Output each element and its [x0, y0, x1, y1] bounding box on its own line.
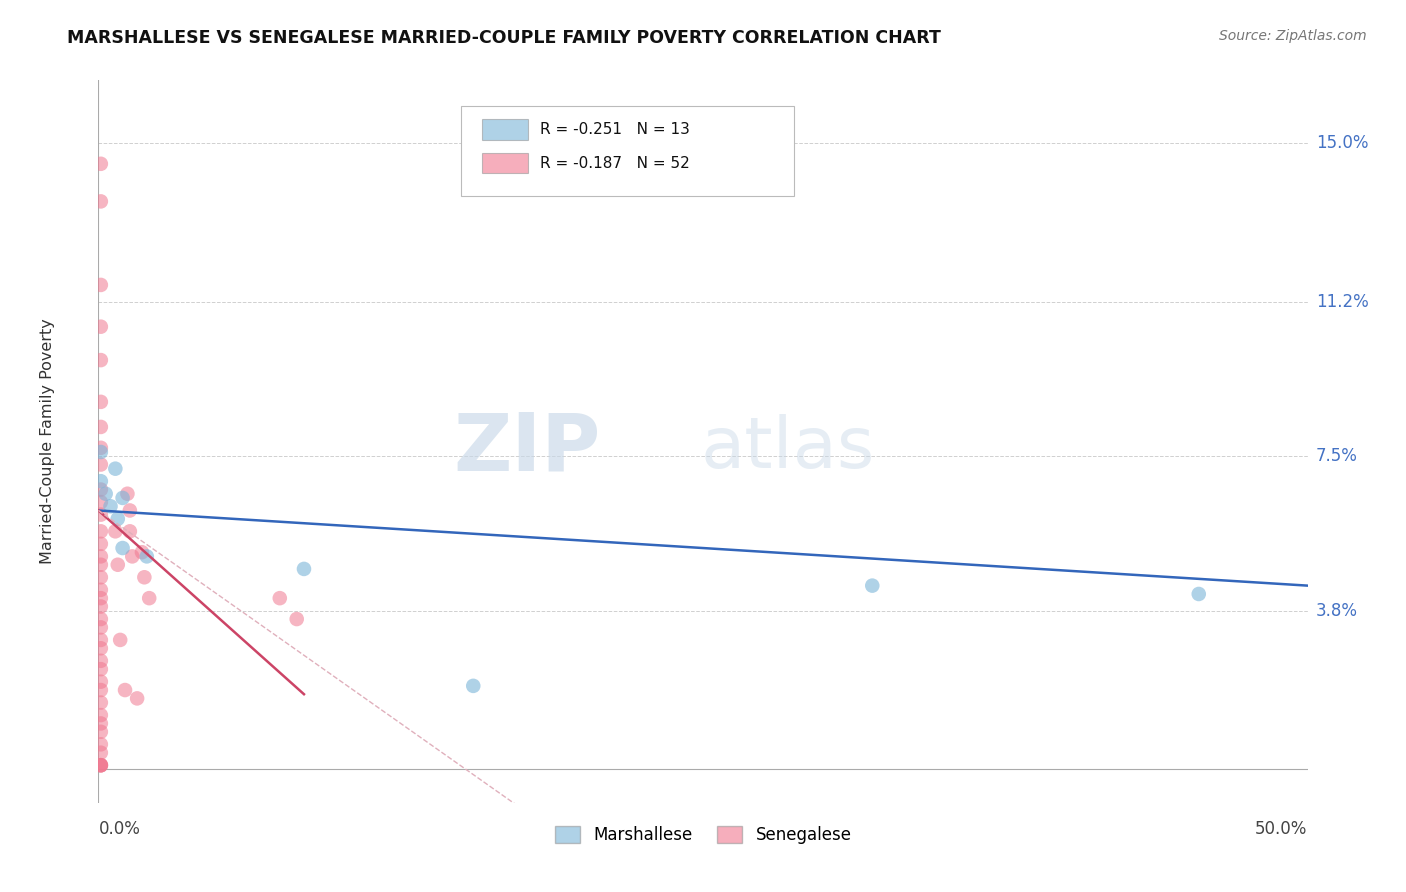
Point	[90, 508, 112, 522]
Point	[127, 691, 149, 706]
Point	[90, 612, 112, 626]
Point	[114, 683, 136, 698]
Point	[860, 579, 883, 593]
Point	[90, 474, 112, 488]
Point	[90, 591, 112, 606]
Point	[107, 512, 129, 526]
Point	[90, 641, 112, 656]
Point	[90, 353, 112, 368]
FancyBboxPatch shape	[482, 153, 527, 173]
Text: R = -0.187   N = 52: R = -0.187 N = 52	[540, 156, 689, 171]
Point	[90, 194, 112, 209]
Point	[269, 591, 291, 606]
Point	[1188, 587, 1211, 601]
Point	[90, 277, 112, 292]
Point	[463, 679, 485, 693]
Point	[90, 537, 112, 551]
Point	[90, 632, 112, 647]
Point	[90, 758, 112, 772]
Point	[90, 483, 112, 497]
Text: Married-Couple Family Poverty: Married-Couple Family Poverty	[41, 318, 55, 565]
Point	[90, 758, 112, 772]
Text: 11.2%: 11.2%	[1316, 293, 1368, 310]
Point	[90, 582, 112, 597]
FancyBboxPatch shape	[461, 105, 793, 196]
Point	[118, 503, 141, 517]
Point	[108, 632, 131, 647]
Text: Source: ZipAtlas.com: Source: ZipAtlas.com	[1219, 29, 1367, 43]
Text: MARSHALLESE VS SENEGALESE MARRIED-COUPLE FAMILY POVERTY CORRELATION CHART: MARSHALLESE VS SENEGALESE MARRIED-COUPLE…	[67, 29, 942, 46]
Point	[90, 654, 112, 668]
Point	[90, 696, 112, 710]
Point	[117, 487, 139, 501]
Point	[131, 545, 153, 559]
Point	[90, 599, 112, 614]
Text: 7.5%: 7.5%	[1316, 447, 1358, 465]
Point	[285, 612, 308, 626]
Point	[90, 683, 112, 698]
Point	[90, 746, 112, 760]
Point	[90, 570, 112, 584]
Point	[292, 562, 315, 576]
Point	[90, 724, 112, 739]
Point	[90, 458, 112, 472]
Point	[90, 716, 112, 731]
Point	[118, 524, 141, 539]
Point	[90, 420, 112, 434]
Point	[111, 491, 134, 505]
Text: ZIP: ZIP	[453, 409, 600, 488]
Point	[104, 524, 127, 539]
Point	[90, 319, 112, 334]
Point	[90, 674, 112, 689]
Point	[90, 157, 112, 171]
Point	[121, 549, 143, 564]
Point	[90, 395, 112, 409]
Point	[135, 549, 157, 564]
Point	[100, 500, 122, 514]
Point	[90, 758, 112, 772]
Point	[90, 620, 112, 634]
Point	[90, 737, 112, 751]
Point	[90, 558, 112, 572]
Point	[138, 591, 160, 606]
Point	[90, 524, 112, 539]
Text: 50.0%: 50.0%	[1256, 820, 1308, 838]
Text: 0.0%: 0.0%	[98, 820, 141, 838]
Point	[90, 708, 112, 723]
Text: R = -0.251   N = 13: R = -0.251 N = 13	[540, 122, 689, 136]
Point	[134, 570, 156, 584]
Text: 15.0%: 15.0%	[1316, 134, 1368, 152]
Point	[90, 662, 112, 676]
Point	[107, 558, 129, 572]
Point	[111, 541, 134, 555]
FancyBboxPatch shape	[482, 120, 527, 139]
Text: atlas: atlas	[700, 414, 875, 483]
Point	[104, 461, 127, 475]
Point	[90, 495, 112, 509]
Point	[90, 758, 112, 772]
Point	[90, 445, 112, 459]
Legend: Marshallese, Senegalese: Marshallese, Senegalese	[546, 817, 860, 852]
Point	[90, 549, 112, 564]
Point	[94, 487, 117, 501]
Text: 3.8%: 3.8%	[1316, 602, 1358, 620]
Point	[90, 441, 112, 455]
